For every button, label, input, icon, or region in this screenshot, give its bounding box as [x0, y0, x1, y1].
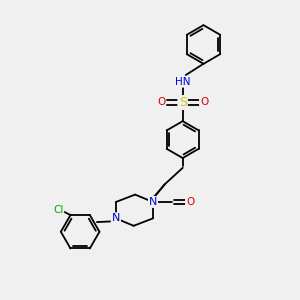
Text: O: O	[157, 98, 165, 107]
Text: S: S	[179, 96, 187, 109]
Text: HN: HN	[175, 76, 190, 87]
Text: HN: HN	[175, 76, 190, 87]
Text: N: N	[112, 213, 120, 224]
Text: O: O	[186, 197, 194, 207]
Text: O: O	[200, 98, 208, 107]
Text: Cl: Cl	[53, 205, 63, 215]
Text: O: O	[157, 98, 165, 107]
Text: S: S	[179, 96, 187, 109]
Text: O: O	[186, 197, 194, 207]
Text: N: N	[112, 213, 120, 224]
Text: S: S	[179, 96, 187, 109]
Text: O: O	[200, 98, 208, 107]
Text: Cl: Cl	[53, 205, 63, 215]
Text: N: N	[149, 197, 157, 207]
Text: N: N	[149, 197, 157, 207]
